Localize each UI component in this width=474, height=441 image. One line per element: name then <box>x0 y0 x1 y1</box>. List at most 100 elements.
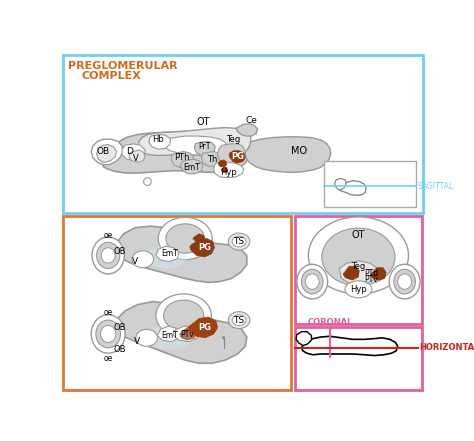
Polygon shape <box>214 162 244 178</box>
Ellipse shape <box>100 325 116 343</box>
Polygon shape <box>218 144 245 164</box>
Ellipse shape <box>301 269 323 294</box>
Polygon shape <box>181 159 203 174</box>
Polygon shape <box>245 137 331 172</box>
Polygon shape <box>201 151 222 166</box>
Polygon shape <box>97 145 117 162</box>
Ellipse shape <box>398 274 411 289</box>
Text: OB: OB <box>113 247 126 256</box>
Polygon shape <box>157 326 180 342</box>
Ellipse shape <box>164 300 204 331</box>
Circle shape <box>144 178 151 185</box>
Polygon shape <box>335 179 346 190</box>
Ellipse shape <box>232 236 246 247</box>
Text: PG: PG <box>198 243 211 252</box>
Text: oe: oe <box>103 354 113 363</box>
Text: PG: PG <box>199 323 212 333</box>
Ellipse shape <box>228 312 250 329</box>
FancyBboxPatch shape <box>63 55 423 213</box>
Ellipse shape <box>389 264 420 299</box>
Ellipse shape <box>232 315 246 325</box>
Polygon shape <box>180 328 196 340</box>
Ellipse shape <box>156 294 211 337</box>
Ellipse shape <box>309 217 409 294</box>
Polygon shape <box>114 302 247 363</box>
Text: MO: MO <box>291 146 307 157</box>
Ellipse shape <box>97 243 120 269</box>
FancyBboxPatch shape <box>324 161 416 207</box>
Text: V: V <box>133 154 139 163</box>
Text: OB: OB <box>96 147 109 156</box>
Text: EmT: EmT <box>183 163 200 172</box>
Text: Hyp: Hyp <box>350 285 367 294</box>
Polygon shape <box>193 234 205 243</box>
Text: PTv: PTv <box>365 275 378 284</box>
Text: Th: Th <box>207 155 217 164</box>
Polygon shape <box>219 160 227 167</box>
Polygon shape <box>113 226 247 282</box>
Polygon shape <box>194 142 215 156</box>
Text: PrT: PrT <box>198 142 210 151</box>
Polygon shape <box>122 144 145 161</box>
Ellipse shape <box>92 237 124 274</box>
Ellipse shape <box>101 248 115 263</box>
Polygon shape <box>173 326 199 342</box>
Ellipse shape <box>166 224 204 253</box>
Ellipse shape <box>132 251 154 268</box>
Polygon shape <box>301 336 398 355</box>
Text: oe: oe <box>103 231 113 240</box>
Polygon shape <box>91 139 123 164</box>
Ellipse shape <box>297 264 328 299</box>
Text: Ce: Ce <box>246 116 257 125</box>
Ellipse shape <box>91 315 125 353</box>
Text: OT: OT <box>196 117 210 127</box>
Text: Teg: Teg <box>226 135 240 144</box>
Text: PTv: PTv <box>181 330 194 339</box>
FancyBboxPatch shape <box>63 216 292 390</box>
Polygon shape <box>339 261 378 285</box>
Ellipse shape <box>136 329 157 346</box>
Polygon shape <box>339 181 366 195</box>
Polygon shape <box>103 131 250 173</box>
Ellipse shape <box>345 281 372 298</box>
Ellipse shape <box>228 233 250 250</box>
Polygon shape <box>236 124 257 136</box>
Polygon shape <box>190 239 214 257</box>
Text: PTh: PTh <box>174 153 190 162</box>
Polygon shape <box>296 332 311 345</box>
FancyBboxPatch shape <box>294 216 422 324</box>
Text: SAGITTAL: SAGITTAL <box>418 182 454 191</box>
Text: OB: OB <box>113 345 126 354</box>
Text: PTd: PTd <box>365 269 379 278</box>
Text: Hb: Hb <box>152 135 164 145</box>
Text: EmT: EmT <box>162 250 178 258</box>
Polygon shape <box>371 268 386 280</box>
Polygon shape <box>129 150 145 162</box>
Text: PREGLOMERULAR: PREGLOMERULAR <box>68 60 178 71</box>
Ellipse shape <box>322 228 395 286</box>
Text: V: V <box>134 337 140 346</box>
Text: OT: OT <box>352 230 365 240</box>
Text: HORIZONTAL: HORIZONTAL <box>419 344 474 352</box>
Polygon shape <box>138 127 251 157</box>
Text: COMPLEX: COMPLEX <box>82 71 142 82</box>
Polygon shape <box>156 246 179 262</box>
Ellipse shape <box>145 246 187 269</box>
Text: CORONAL: CORONAL <box>307 318 353 327</box>
Polygon shape <box>171 151 194 168</box>
Text: TS: TS <box>234 316 245 325</box>
Ellipse shape <box>305 274 319 289</box>
Text: Hyp: Hyp <box>220 168 237 177</box>
Polygon shape <box>221 167 228 172</box>
Polygon shape <box>343 266 359 280</box>
Ellipse shape <box>394 269 415 294</box>
Polygon shape <box>164 136 227 155</box>
Ellipse shape <box>146 325 193 349</box>
Text: Teg: Teg <box>351 262 365 271</box>
Text: D: D <box>126 147 133 156</box>
Polygon shape <box>229 151 245 163</box>
Text: oe: oe <box>103 308 113 317</box>
Text: OB: OB <box>113 323 126 333</box>
Polygon shape <box>149 135 171 149</box>
Text: V: V <box>132 257 138 266</box>
